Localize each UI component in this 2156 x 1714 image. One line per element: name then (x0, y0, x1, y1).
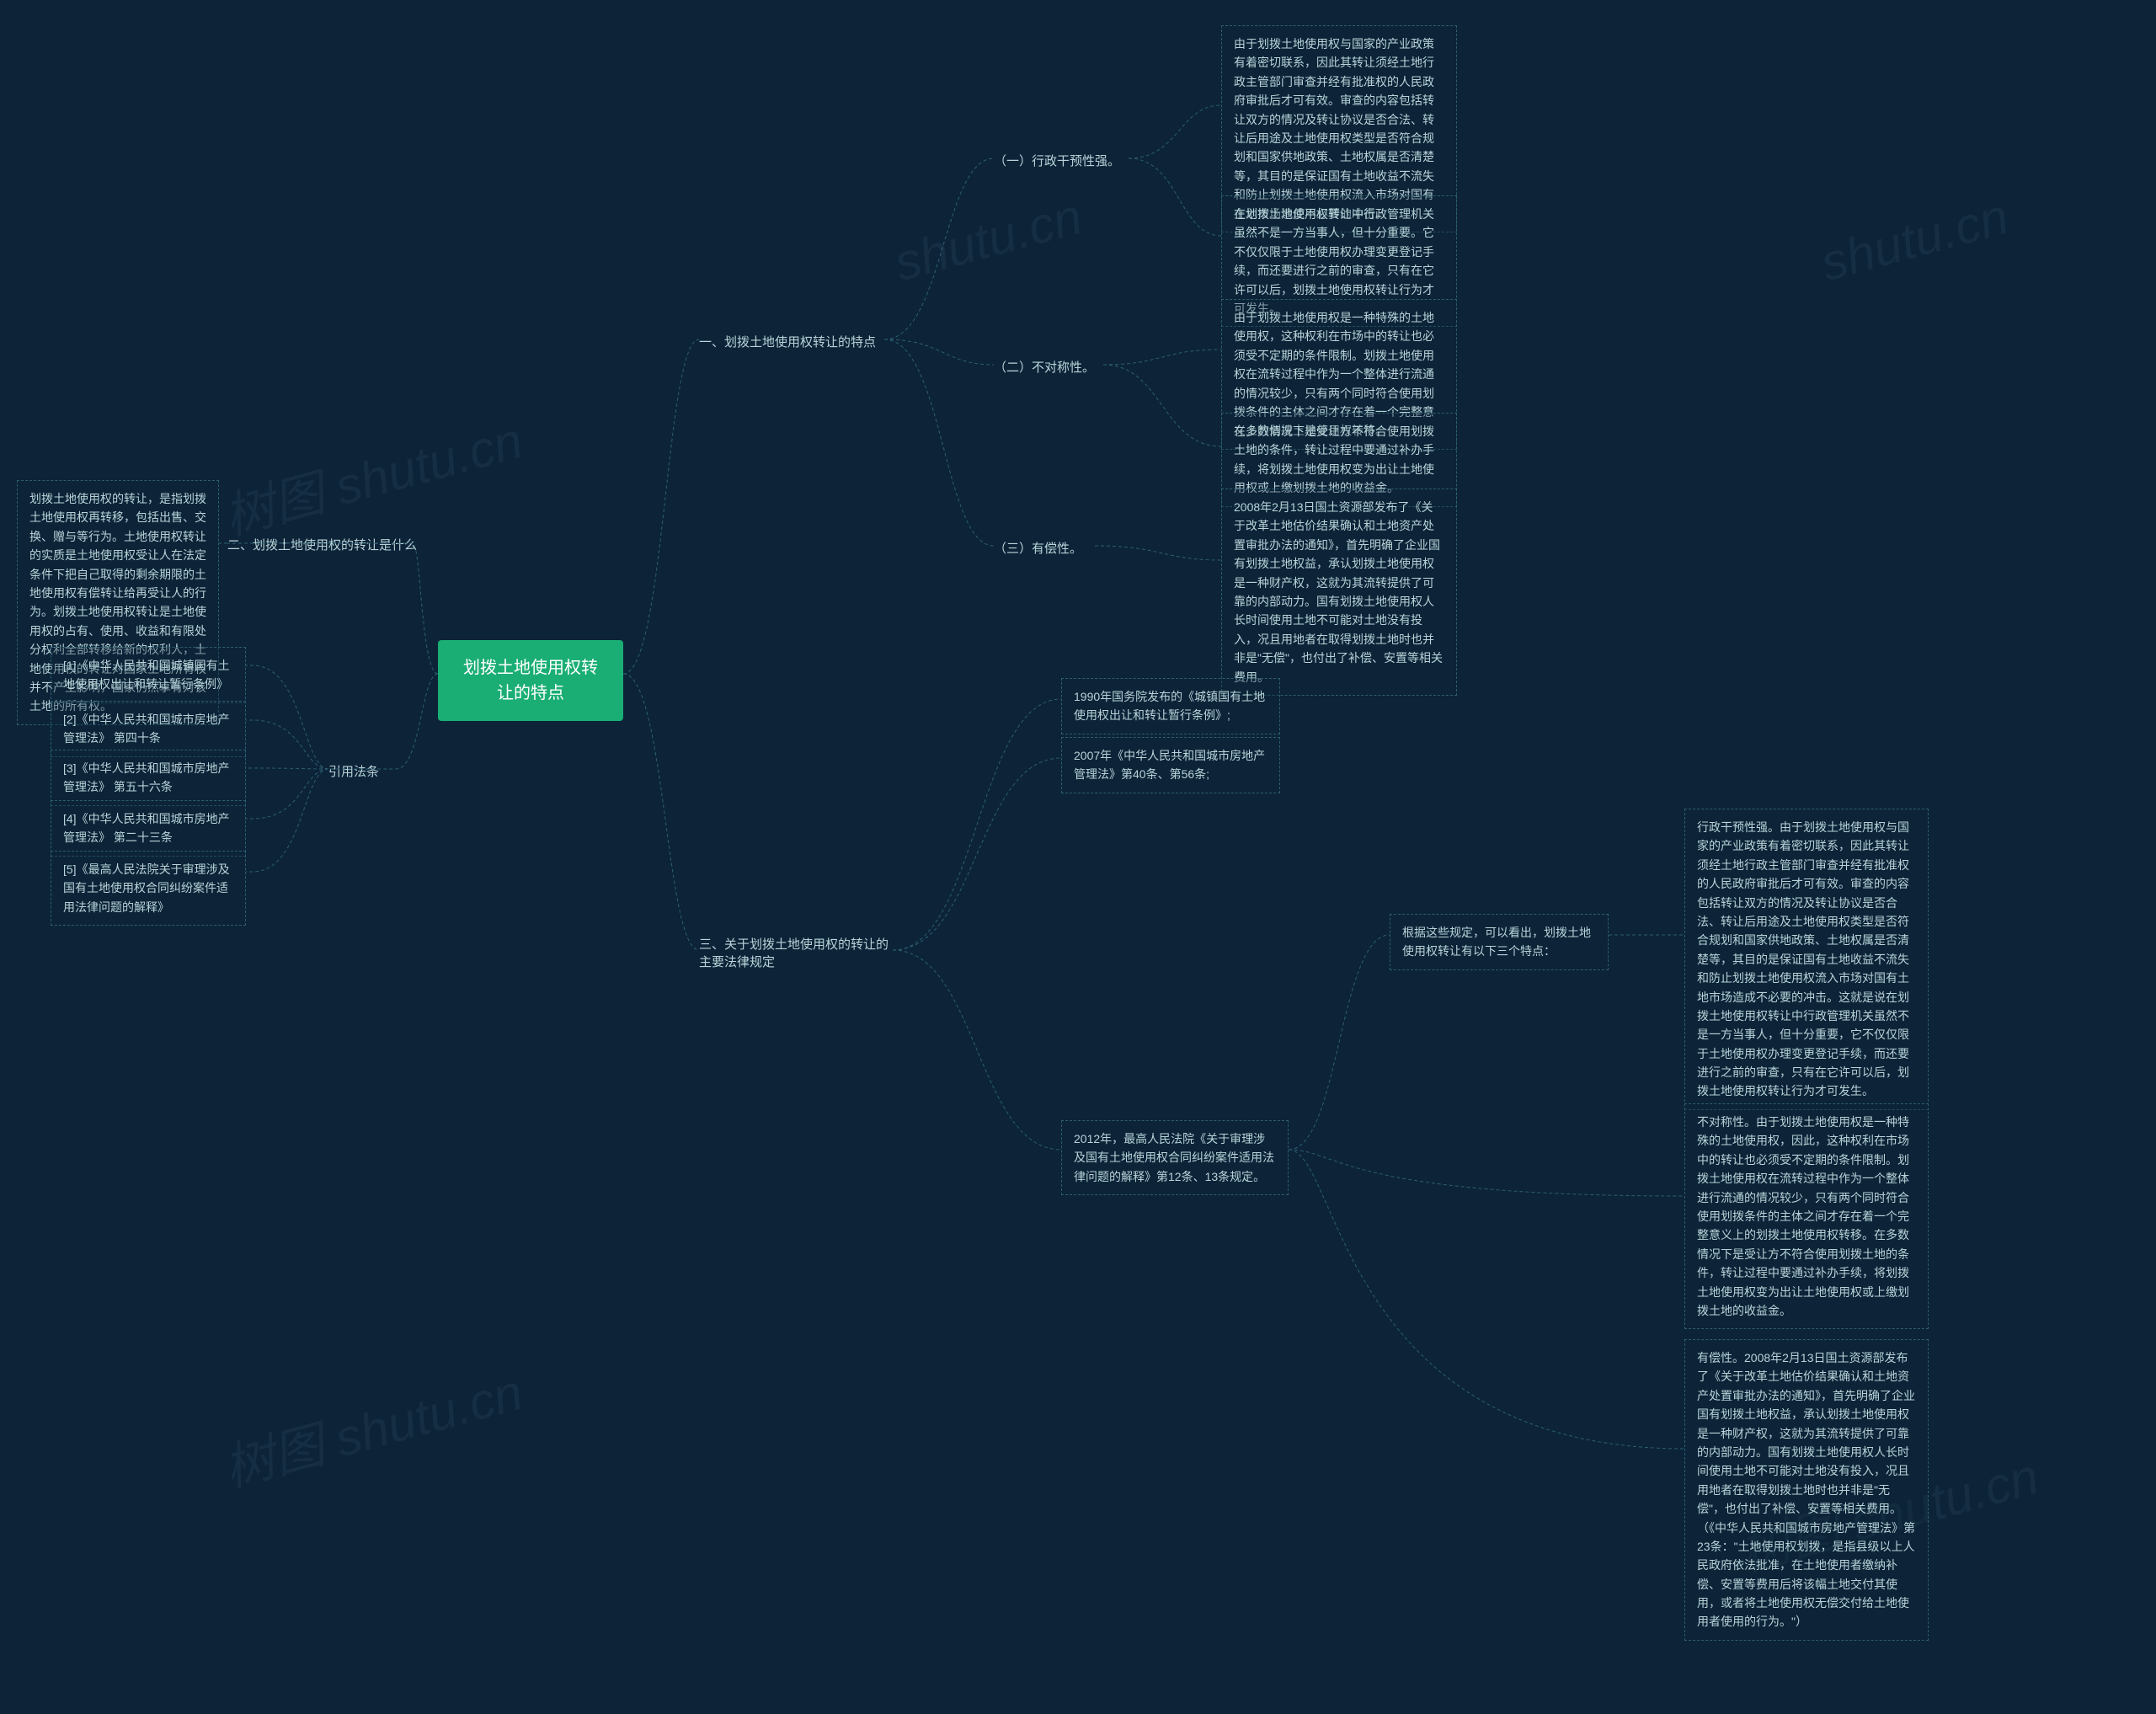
leaf-node: [2]《中华人民共和国城市房地产管理法》 第四十条 (51, 701, 246, 757)
leaf-node: 行政干预性强。由于划拨土地使用权与国家的产业政策有着密切联系，因此其转让须经土地… (1684, 809, 1929, 1110)
sub-node-2012[interactable]: 2012年，最高人民法院《关于审理涉及国有土地使用权合同纠纷案件适用法律问题的解… (1061, 1120, 1289, 1195)
leaf-node: [4]《中华人民共和国城市房地产管理法》 第二十三条 (51, 800, 246, 857)
sub-label-asymmetry[interactable]: （二）不对称性。 (994, 358, 1095, 376)
sub-label-admin[interactable]: （一）行政干预性强。 (994, 152, 1120, 169)
leaf-node: [3]《中华人民共和国城市房地产管理法》 第五十六条 (51, 750, 246, 806)
watermark: 树图 shutu.cn (215, 399, 530, 549)
watermark: 树图 shutu.cn (215, 1351, 530, 1501)
watermark: shutu.cn (889, 187, 1088, 292)
branch-label-citations[interactable]: 引用法条 (328, 762, 379, 780)
watermark: shutu.cn (1815, 187, 2015, 292)
branch-label-one[interactable]: 一、划拨土地使用权转让的特点 (699, 333, 876, 350)
center-node[interactable]: 划拨土地使用权转让的特点 (438, 640, 623, 721)
leaf-node: 2008年2月13日国土资源部发布了《关于改革土地估价结果确认和土地资产处置审批… (1221, 489, 1457, 696)
leaf-node: [5]《最高人民法院关于审理涉及国有土地使用权合同纠纷案件适用法律问题的解释》 (51, 851, 246, 926)
leaf-node: [1]《中华人民共和国城镇国有土地使用权出让和转让暂行条例》 (51, 647, 246, 703)
leaf-node: 有偿性。2008年2月13日国土资源部发布了《关于改革土地估价结果确认和土地资产… (1684, 1339, 1929, 1641)
branch-label-two[interactable]: 二、划拨土地使用权的转让是什么 (227, 536, 417, 553)
leaf-node: 1990年国务院发布的《城镇国有土地使用权出让和转让暂行条例》; (1061, 678, 1280, 734)
leaf-node: 根据这些规定，可以看出，划拨土地使用权转让有以下三个特点： (1390, 914, 1609, 970)
leaf-node: 2007年《中华人民共和国城市房地产管理法》第40条、第56条; (1061, 737, 1280, 793)
leaf-node: 不对称性。由于划拨土地使用权是一种特殊的土地使用权，因此，这种权利在市场中的转让… (1684, 1103, 1929, 1329)
branch-label-three[interactable]: 三、关于划拨土地使用权的转让的主要法律规定 (699, 935, 893, 970)
sub-label-compensated[interactable]: （三）有偿性。 (994, 539, 1082, 557)
